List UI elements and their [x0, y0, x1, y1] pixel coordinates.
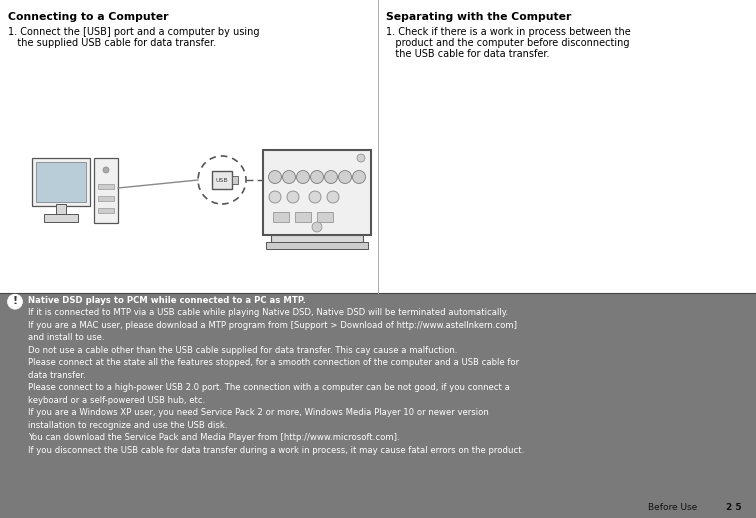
Bar	[232, 176, 238, 184]
Circle shape	[103, 167, 109, 173]
Bar	[44, 214, 78, 222]
Text: the USB cable for data transfer.: the USB cable for data transfer.	[386, 49, 550, 59]
Circle shape	[269, 191, 281, 203]
Text: Please connect at the state all the features stopped, for a smooth connection of: Please connect at the state all the feat…	[28, 358, 519, 367]
Circle shape	[8, 294, 23, 309]
Text: product and the computer before disconnecting: product and the computer before disconne…	[386, 38, 630, 48]
Bar	[94, 158, 118, 223]
Text: Before Use: Before Use	[648, 503, 697, 512]
Text: If you disconnect the USB cable for data transfer during a work in process, it m: If you disconnect the USB cable for data…	[28, 445, 524, 455]
Text: the supplied USB cable for data transfer.: the supplied USB cable for data transfer…	[8, 38, 216, 48]
Bar	[317, 212, 333, 222]
Bar	[295, 212, 311, 222]
Bar	[273, 212, 289, 222]
Circle shape	[309, 191, 321, 203]
Text: keyboard or a self-powered USB hub, etc.: keyboard or a self-powered USB hub, etc.	[28, 396, 205, 405]
Bar	[98, 196, 114, 201]
Bar	[98, 208, 114, 213]
Circle shape	[339, 170, 352, 183]
Circle shape	[352, 170, 365, 183]
Circle shape	[357, 154, 365, 162]
Text: If it is connected to MTP via a USB cable while playing Native DSD, Native DSD w: If it is connected to MTP via a USB cabl…	[28, 308, 508, 317]
Text: 1. Check if there is a work in process between the: 1. Check if there is a work in process b…	[386, 27, 631, 37]
Text: If you are a MAC user, please download a MTP program from [Support > Download of: If you are a MAC user, please download a…	[28, 321, 517, 329]
Bar	[98, 184, 114, 189]
Bar	[263, 150, 371, 235]
Bar	[36, 162, 86, 202]
Text: You can download the Service Pack and Media Player from [http://www.microsoft.co: You can download the Service Pack and Me…	[28, 433, 400, 442]
Bar	[32, 158, 90, 206]
Circle shape	[268, 170, 281, 183]
Text: Do not use a cable other than the USB cable supplied for data transfer. This cay: Do not use a cable other than the USB ca…	[28, 346, 457, 355]
Text: If you are a Windows XP user, you need Service Pack 2 or more, Windows Media Pla: If you are a Windows XP user, you need S…	[28, 408, 488, 417]
Bar	[0, 293, 756, 518]
Text: !: !	[12, 296, 17, 306]
Bar	[266, 242, 368, 249]
Text: 2 5: 2 5	[726, 503, 742, 512]
Text: Please connect to a high-power USB 2.0 port. The connection with a computer can : Please connect to a high-power USB 2.0 p…	[28, 383, 510, 392]
Text: 1. Connect the [USB] port and a computer by using: 1. Connect the [USB] port and a computer…	[8, 27, 259, 37]
Circle shape	[327, 191, 339, 203]
Circle shape	[283, 170, 296, 183]
Text: and install to use.: and install to use.	[28, 333, 104, 342]
Text: USB: USB	[215, 178, 228, 182]
Circle shape	[324, 170, 337, 183]
Circle shape	[311, 170, 324, 183]
Text: data transfer.: data transfer.	[28, 371, 85, 380]
Circle shape	[287, 191, 299, 203]
Text: Native DSD plays to PCM while connected to a PC as MTP.: Native DSD plays to PCM while connected …	[28, 296, 306, 305]
Bar	[212, 171, 232, 189]
Text: Connecting to a Computer: Connecting to a Computer	[8, 12, 169, 22]
Circle shape	[296, 170, 309, 183]
Bar	[56, 204, 66, 216]
Bar	[271, 235, 363, 243]
Text: Separating with the Computer: Separating with the Computer	[386, 12, 572, 22]
Text: installation to recognize and use the USB disk.: installation to recognize and use the US…	[28, 421, 228, 429]
Circle shape	[312, 222, 322, 232]
